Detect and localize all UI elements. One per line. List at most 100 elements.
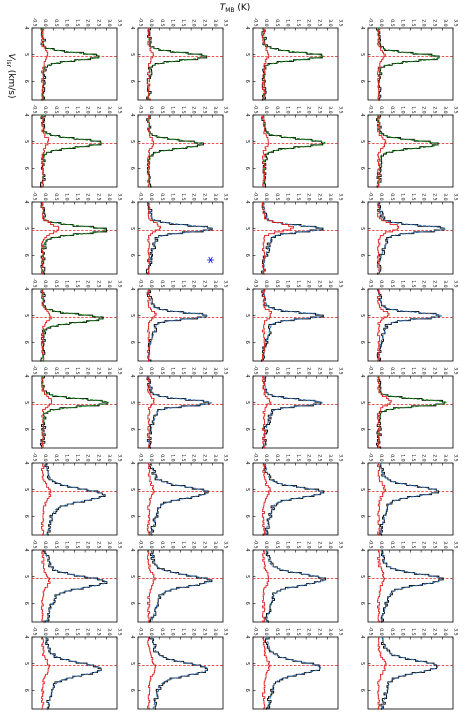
spectrum-panel: -0.5 0.0 0.5 1.0 1.5 2.0 2.5 3.0 3.5 4 5 6: [359, 366, 459, 449]
fit-curve: [151, 636, 209, 710]
y-tick-label: 2.0: [306, 193, 312, 200]
y-tick-label: 0.0: [263, 367, 269, 374]
y-tick-label: 3.5: [338, 193, 344, 200]
x-tick-label: 5: [23, 488, 29, 491]
y-tick-label: 3.5: [338, 280, 344, 287]
x-tick-label: 6: [359, 254, 365, 257]
y-tick-label: 1.0: [284, 628, 290, 635]
panel-frame: [31, 27, 118, 101]
y-tick-label: 2.0: [421, 367, 427, 374]
y-tick-label: 0.0: [42, 19, 48, 26]
y-tick-label: 2.5: [201, 367, 207, 374]
y-tick-label: 2.5: [316, 19, 322, 26]
y-tick-label: 1.0: [284, 193, 290, 200]
x-tick-label: 6: [129, 254, 135, 257]
x-tick-label: 6: [23, 254, 29, 257]
x-tick-label: 4: [129, 461, 135, 464]
fit-curve: [378, 375, 447, 449]
y-tick-label: 3.5: [117, 280, 123, 287]
spectrum-panel: -0.5 0.0 0.5 1.0 1.5 2.0 2.5 3.0 3.5 4 5 6: [244, 279, 344, 362]
x-tick-label: 5: [244, 314, 250, 317]
panel-frame: [367, 288, 454, 362]
x-tick-label: 4: [244, 113, 250, 116]
y-tick-label: 0.5: [159, 193, 165, 200]
panel-frame: [367, 636, 454, 710]
spectrum-panel: -0.5 0.0 0.5 1.0 1.5 2.0 2.5 3.0 3.5 4 5 6: [129, 627, 229, 710]
y-tick-label: 1.5: [180, 19, 186, 26]
x-axis-title-symbol: V: [6, 53, 16, 60]
y-tick-label: 0.0: [148, 19, 154, 26]
x-tick-label: 4: [359, 200, 365, 203]
residual-spectrum: [146, 28, 154, 101]
y-tick-label: 2.5: [316, 106, 322, 113]
y-tick-label: 0.0: [148, 280, 154, 287]
fit-curve: [378, 27, 441, 101]
spectrum-panel: -0.5 0.0 0.5 1.0 1.5 2.0 2.5 3.0 3.5 4 5 6: [244, 453, 344, 536]
y-tick-label: 3.0: [212, 628, 218, 635]
y-tick-label: 3.0: [442, 280, 448, 287]
x-tick-label: 4: [129, 635, 135, 638]
panel-frame: [252, 462, 339, 536]
spectrum-panel: -0.5 0.0 0.5 1.0 1.5 2.0 2.5 3.0 3.5 4 5 6: [359, 627, 459, 710]
y-tick-label: 0.0: [42, 628, 48, 635]
x-tick-label: 5: [359, 575, 365, 578]
x-tick-label: 6: [129, 341, 135, 344]
y-tick-label: 1.0: [284, 454, 290, 461]
y-tick-label: 1.5: [74, 19, 80, 26]
spectrum-panel: -0.5 0.0 0.5 1.0 1.5 2.0 2.5 3.0 3.5 4 5 6: [129, 453, 229, 536]
x-tick-label: 4: [244, 374, 250, 377]
x-tick-label: 6: [129, 515, 135, 518]
y-tick-label: -0.5: [138, 279, 144, 288]
y-tick-label: 1.0: [169, 19, 175, 26]
y-tick-label: 2.5: [316, 280, 322, 287]
y-tick-label: 2.0: [306, 106, 312, 113]
y-tick-label: 3.5: [338, 541, 344, 548]
y-tick-label: 0.5: [389, 193, 395, 200]
y-tick-label: 1.5: [295, 541, 301, 548]
y-tick-label: 0.0: [378, 541, 384, 548]
y-tick-label: 3.0: [442, 628, 448, 635]
y-tick-label: 1.5: [295, 280, 301, 287]
y-tick-label: 1.0: [284, 19, 290, 26]
y-tick-label: 3.0: [106, 628, 112, 635]
y-tick-label: 2.0: [306, 541, 312, 548]
y-tick-label: -0.5: [138, 453, 144, 462]
residual-spectrum: [262, 637, 271, 710]
x-tick-label: 4: [129, 374, 135, 377]
y-tick-label: 2.5: [316, 367, 322, 374]
y-tick-label: 2.5: [95, 19, 101, 26]
y-tick-label: -0.5: [368, 192, 374, 201]
y-tick-label: 3.0: [106, 193, 112, 200]
y-tick-label: -0.5: [138, 105, 144, 114]
x-tick-label: 6: [244, 689, 250, 692]
y-tick-label: 0.0: [263, 193, 269, 200]
x-tick-label: 4: [23, 200, 29, 203]
y-tick-label: 1.0: [399, 367, 405, 374]
residual-spectrum: [40, 463, 52, 536]
fit-curve: [150, 462, 209, 536]
y-tick-label: 1.0: [169, 454, 175, 461]
x-tick-label: 4: [359, 287, 365, 290]
residual-spectrum: [376, 202, 400, 275]
y-tick-label: 2.5: [201, 454, 207, 461]
y-tick-label: 2.0: [191, 280, 197, 287]
x-tick-label: 4: [23, 461, 29, 464]
y-tick-label: 3.5: [117, 19, 123, 26]
y-tick-label: 0.0: [148, 454, 154, 461]
y-tick-label: 0.5: [159, 106, 165, 113]
fit-curve: [148, 375, 212, 449]
y-tick-label: 1.5: [180, 106, 186, 113]
x-tick-label: 6: [23, 515, 29, 518]
fit-curve: [148, 27, 207, 101]
y-tick-label: 0.5: [389, 454, 395, 461]
y-tick-label: 0.5: [389, 106, 395, 113]
y-tick-label: 3.5: [223, 280, 229, 287]
y-tick-label: -0.5: [138, 18, 144, 27]
y-tick-label: 0.5: [53, 19, 59, 26]
fit-curve: [380, 549, 443, 623]
fit-curve: [44, 549, 107, 623]
y-tick-label: 0.5: [274, 280, 280, 287]
y-tick-label: 1.5: [410, 280, 416, 287]
panel-frame: [367, 27, 454, 101]
y-tick-label: 3.5: [338, 454, 344, 461]
